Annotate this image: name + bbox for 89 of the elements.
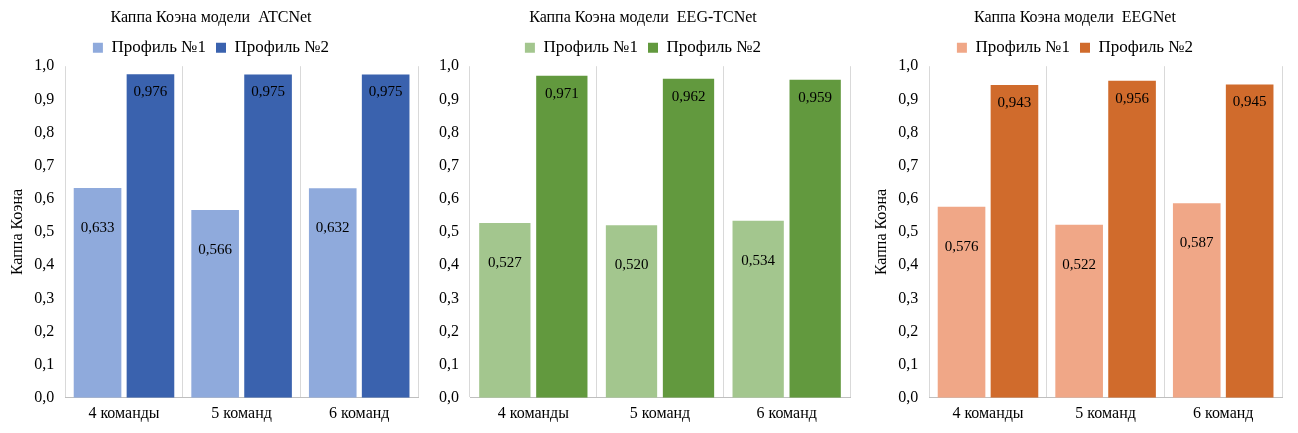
y-tick-label: 0,9 bbox=[34, 89, 55, 107]
x-tick-label: 4 команды bbox=[88, 403, 160, 422]
x-tick-label: 5 команд bbox=[1075, 403, 1136, 422]
y-tick-label: 0,4 bbox=[439, 255, 459, 273]
y-tick-label: 0,6 bbox=[439, 189, 459, 207]
y-tick-label: 0,1 bbox=[898, 354, 919, 372]
legend-label: Профиль №1 bbox=[543, 37, 639, 57]
chart-title: Каппа Коэна модели EEGNet bbox=[974, 7, 1177, 26]
data-label: 0,522 bbox=[1062, 255, 1097, 272]
data-label: 0,945 bbox=[1232, 93, 1267, 110]
bar bbox=[361, 74, 410, 398]
y-tick-label: 0,1 bbox=[439, 354, 459, 372]
bar bbox=[662, 78, 715, 398]
y-tick-label: 0,3 bbox=[898, 288, 919, 306]
data-label: 0,962 bbox=[671, 87, 706, 104]
y-axis-title: Каппа Коэна bbox=[7, 188, 25, 276]
x-tick-label: 4 команды bbox=[497, 403, 570, 422]
x-tick-label: 6 команд bbox=[1192, 403, 1254, 422]
y-tick-label: 0,5 bbox=[34, 222, 55, 240]
y-tick-label: 0,5 bbox=[439, 222, 459, 240]
y-tick-label: 1,0 bbox=[898, 56, 919, 74]
data-label: 0,956 bbox=[1115, 89, 1150, 106]
y-tick-label: 0,6 bbox=[898, 189, 919, 207]
data-label: 0,633 bbox=[80, 218, 115, 235]
data-label: 0,959 bbox=[798, 88, 833, 105]
bar bbox=[308, 188, 357, 398]
bar bbox=[1172, 203, 1221, 398]
bar bbox=[479, 223, 531, 398]
bar bbox=[990, 85, 1039, 398]
bar bbox=[244, 74, 292, 398]
bar bbox=[191, 210, 239, 398]
data-label: 0,632 bbox=[315, 219, 350, 236]
bar bbox=[126, 74, 175, 398]
y-tick-label: 1,0 bbox=[439, 56, 459, 74]
data-label: 0,576 bbox=[944, 237, 979, 254]
legend-label: Профиль №2 bbox=[666, 37, 762, 57]
data-label: 0,971 bbox=[544, 84, 579, 101]
bar bbox=[1225, 84, 1274, 398]
legend-label: Профиль №1 bbox=[111, 37, 207, 57]
data-label: 0,534 bbox=[741, 251, 776, 268]
data-label: 0,975 bbox=[368, 83, 403, 100]
y-axis-title: Каппа Коэна bbox=[871, 188, 889, 276]
y-tick-label: 0,9 bbox=[898, 89, 919, 107]
data-label: 0,976 bbox=[133, 83, 168, 100]
data-label: 0,975 bbox=[251, 83, 285, 100]
y-tick-label: 0,4 bbox=[898, 255, 919, 273]
y-tick-label: 0,0 bbox=[898, 388, 919, 405]
x-tick-label: 4 команды bbox=[952, 403, 1024, 422]
x-tick-label: 6 команд bbox=[328, 403, 390, 422]
y-tick-label: 0,3 bbox=[34, 288, 55, 306]
data-label: 0,943 bbox=[997, 94, 1032, 111]
bar bbox=[536, 75, 588, 398]
data-label: 0,527 bbox=[487, 253, 523, 270]
y-tick-label: 0,2 bbox=[439, 321, 459, 339]
y-tick-label: 0,8 bbox=[34, 122, 55, 140]
y-tick-label: 0,6 bbox=[34, 189, 55, 207]
y-tick-label: 1,0 bbox=[34, 56, 55, 74]
y-tick-label: 0,3 bbox=[439, 288, 459, 306]
bar bbox=[937, 206, 986, 398]
x-tick-label: 6 команд bbox=[756, 403, 817, 422]
y-tick-label: 0,9 bbox=[439, 89, 459, 107]
x-tick-label: 5 команд bbox=[211, 403, 272, 422]
legend-label: Профиль №2 bbox=[1098, 37, 1194, 57]
data-label: 0,520 bbox=[614, 256, 649, 273]
bar bbox=[605, 225, 658, 398]
y-tick-label: 0,2 bbox=[34, 321, 55, 339]
bar bbox=[789, 79, 841, 398]
y-tick-label: 0,0 bbox=[439, 388, 459, 405]
y-tick-label: 0,8 bbox=[439, 122, 459, 140]
data-label: 0,566 bbox=[198, 241, 233, 258]
chart-title: Каппа Коэна модели EEG-TCNet bbox=[529, 7, 758, 26]
legend-label: Профиль №2 bbox=[234, 37, 330, 57]
y-tick-label: 0,5 bbox=[898, 222, 919, 240]
y-tick-label: 0,0 bbox=[34, 388, 55, 405]
bar bbox=[73, 187, 122, 398]
data-label: 0,587 bbox=[1179, 234, 1215, 251]
y-tick-label: 0,7 bbox=[34, 155, 55, 173]
y-tick-label: 0,1 bbox=[34, 354, 55, 372]
bar bbox=[1108, 80, 1156, 398]
y-tick-label: 0,4 bbox=[34, 255, 55, 273]
y-tick-label: 0,2 bbox=[898, 321, 919, 339]
bar bbox=[732, 220, 784, 398]
y-tick-label: 0,7 bbox=[898, 155, 919, 173]
chart-title: Каппа Коэна модели ATCNet bbox=[110, 7, 313, 26]
legend-label: Профиль №1 bbox=[975, 37, 1071, 57]
y-tick-label: 0,7 bbox=[439, 155, 459, 173]
x-tick-label: 5 команд bbox=[629, 403, 691, 422]
y-tick-label: 0,8 bbox=[898, 122, 919, 140]
bar bbox=[1055, 224, 1103, 398]
